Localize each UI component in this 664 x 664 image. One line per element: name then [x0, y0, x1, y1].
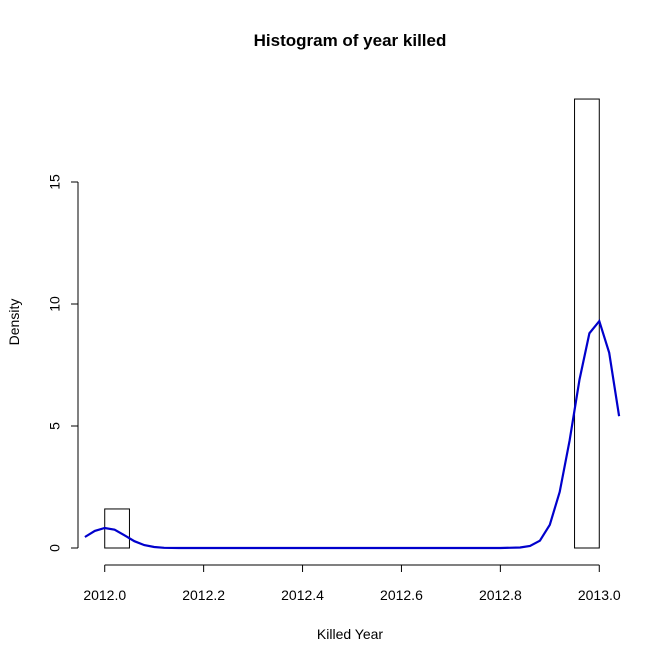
- x-tick-label: 2012.8: [479, 587, 522, 603]
- density-curve: [84, 318, 621, 550]
- y-axis-label: Density: [6, 299, 22, 346]
- histogram-bar: [574, 98, 600, 549]
- y-tick-label: 0: [47, 544, 63, 552]
- histogram-bars: [104, 98, 600, 549]
- x-tick-label: 2012.0: [83, 587, 126, 603]
- x-tick-label: 2012.4: [281, 587, 324, 603]
- chart-title: Histogram of year killed: [254, 31, 447, 50]
- density-curve-group: [84, 318, 621, 550]
- y-tick-label: 5: [47, 422, 63, 430]
- x-axis: 2012.0 2012.2 2012.4 2012.6 2012.8 2013.0: [83, 564, 621, 603]
- x-axis-label: Killed Year: [317, 626, 384, 642]
- y-tick-label: 15: [47, 174, 63, 190]
- x-tick-label: 2012.2: [182, 587, 225, 603]
- x-tick-label: 2013.0: [578, 587, 621, 603]
- x-tick-label: 2012.6: [380, 587, 423, 603]
- y-tick-label: 10: [47, 296, 63, 312]
- y-axis: 0 5 10 15: [47, 174, 79, 552]
